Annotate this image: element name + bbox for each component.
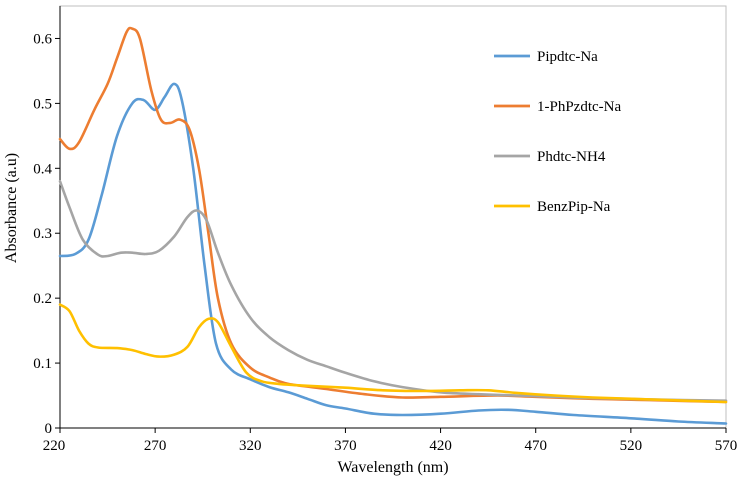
legend-label-phdtc-nh4: Phdtc-NH4	[537, 149, 606, 165]
x-tick-label: 420	[429, 438, 452, 454]
y-tick-label: 0	[45, 421, 53, 437]
axes: 0 0.1 0.2 0.3 0.4 0.5 0.6 220 270 320 370 420 470 520…	[33, 5, 738, 454]
y-tick-label: 0.3	[33, 226, 52, 242]
series-line-1-phpzdtc-na	[58, 26, 728, 404]
x-tick-label: 520	[620, 438, 643, 454]
legend-label-benzpip-na: BenzPip-Na	[537, 199, 611, 215]
y-axis-title: Absorbance (a.u)	[3, 153, 20, 263]
y-tick-label: 0.4	[33, 161, 52, 177]
y-tick-label: 0.2	[33, 291, 52, 307]
series-line-phdtc-nh4	[58, 180, 728, 402]
y-tick-label: 0.1	[33, 356, 52, 372]
y-tick-label: 0.5	[33, 96, 52, 112]
y-tick-label: 0.6	[33, 31, 52, 47]
x-tick-label: 220	[43, 438, 66, 454]
legend: Pipdtc-Na 1-PhPzdtc-Na Phdtc-NH4 BenzPip-Na	[494, 49, 621, 215]
x-tick-label: 470	[524, 438, 547, 454]
x-tick-label: 570	[715, 438, 738, 454]
series-line-benzpip-na	[58, 303, 728, 404]
x-axis-title: Wavelength (nm)	[337, 459, 448, 476]
x-tick-label: 320	[239, 438, 262, 454]
series-group	[58, 26, 728, 425]
legend-label-1-phpzdtc-na: 1-PhPzdtc-Na	[537, 99, 621, 115]
x-tick-label: 270	[144, 438, 167, 454]
legend-label-pipdtc-na: Pipdtc-Na	[537, 49, 598, 65]
x-tick-label: 370	[334, 438, 357, 454]
series-line-pipdtc-na	[58, 82, 728, 425]
